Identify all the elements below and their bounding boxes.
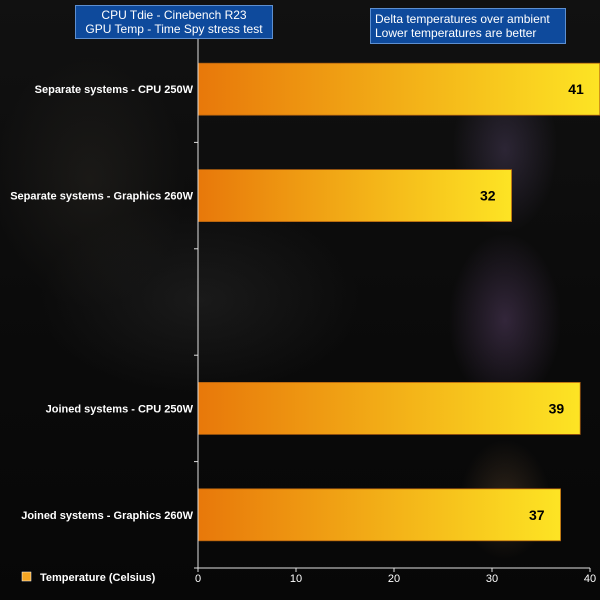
axis-layer: Separate systems - CPU 250W Separate syst… xyxy=(10,35,596,585)
x-tick-label-4: 40 xyxy=(584,573,596,585)
category-label-0: Separate systems - CPU 250W xyxy=(35,84,194,96)
bar-4 xyxy=(197,488,562,542)
chart-title-line-2: GPU Temp - Time Spy stress test xyxy=(85,22,263,36)
chart-note-box: Delta temperatures over ambient Lower te… xyxy=(370,8,566,44)
category-label-4: Joined systems - Graphics 260W xyxy=(21,510,193,522)
chart-note-line-2: Lower temperatures are better xyxy=(375,26,537,40)
bar-3 xyxy=(197,381,581,435)
x-tick-label-2: 20 xyxy=(388,573,400,585)
x-tick-label-1: 10 xyxy=(290,573,302,585)
bar-0 xyxy=(197,62,600,116)
bar-value-label-4: 37 xyxy=(529,507,545,523)
category-label-1: Separate systems - Graphics 260W xyxy=(10,191,193,203)
category-label-3: Joined systems - CPU 250W xyxy=(46,403,194,415)
bar-value-label-1: 32 xyxy=(480,188,496,204)
bar-1 xyxy=(197,169,513,223)
chart-note-line-1: Delta temperatures over ambient xyxy=(375,12,550,26)
x-tick-label-0: 0 xyxy=(195,573,201,585)
legend-label: Temperature (Celsius) xyxy=(40,572,156,584)
chart-title-box: CPU Tdie - Cinebench R23 GPU Temp - Time… xyxy=(75,5,273,39)
chart-title-line-1: CPU Tdie - Cinebench R23 xyxy=(101,8,247,22)
bar-value-label-3: 39 xyxy=(549,400,565,416)
x-tick-label-3: 30 xyxy=(486,573,498,585)
bar-value-label-0: 41 xyxy=(568,81,584,97)
legend: Temperature (Celsius) xyxy=(21,571,156,584)
bars-layer: 41 32 39 37 xyxy=(197,62,600,542)
legend-swatch xyxy=(21,571,32,582)
